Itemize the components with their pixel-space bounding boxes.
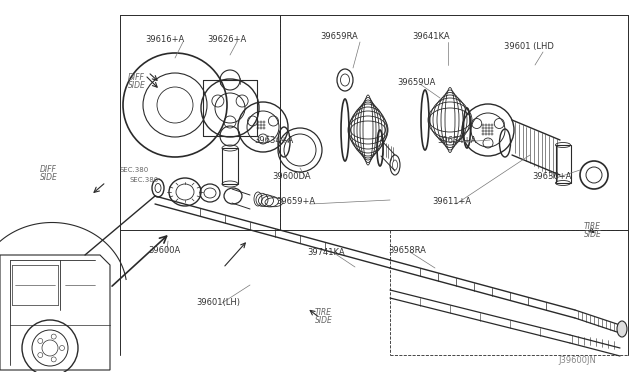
Text: 39616+A: 39616+A bbox=[145, 35, 184, 44]
Text: DIFF: DIFF bbox=[128, 73, 145, 82]
Text: SIDE: SIDE bbox=[40, 173, 58, 182]
Text: 39659RA: 39659RA bbox=[320, 32, 358, 41]
Text: J39600JN: J39600JN bbox=[558, 356, 596, 365]
Ellipse shape bbox=[617, 321, 627, 337]
Text: 39601 (LHD: 39601 (LHD bbox=[504, 42, 554, 51]
Bar bbox=[222, 148, 238, 184]
Text: 39600DA: 39600DA bbox=[272, 172, 310, 181]
Text: TIRE: TIRE bbox=[315, 308, 332, 317]
Text: SIDE: SIDE bbox=[584, 230, 602, 239]
Text: SIDE: SIDE bbox=[315, 316, 333, 325]
Text: 39659+A: 39659+A bbox=[276, 197, 315, 206]
Text: 39659UA: 39659UA bbox=[397, 78, 435, 87]
Text: TIRE: TIRE bbox=[584, 222, 601, 231]
Text: SEC.380: SEC.380 bbox=[130, 177, 159, 183]
Text: 39641KA: 39641KA bbox=[412, 32, 450, 41]
Text: 39601(LH): 39601(LH) bbox=[196, 298, 240, 307]
Bar bbox=[556, 145, 571, 183]
Text: 39658RA: 39658RA bbox=[388, 246, 426, 255]
Text: SEC.380: SEC.380 bbox=[120, 167, 149, 173]
Text: 39600A: 39600A bbox=[148, 246, 180, 255]
Text: 39634+A: 39634+A bbox=[437, 136, 476, 145]
Text: SIDE: SIDE bbox=[128, 81, 146, 90]
Text: DIFF: DIFF bbox=[40, 165, 57, 174]
Text: 39626+A: 39626+A bbox=[207, 35, 246, 44]
Text: 39634+A: 39634+A bbox=[254, 136, 293, 145]
Text: 39636+A: 39636+A bbox=[532, 172, 572, 181]
Text: 39611+A: 39611+A bbox=[432, 197, 471, 206]
Text: 39741KA: 39741KA bbox=[307, 248, 344, 257]
